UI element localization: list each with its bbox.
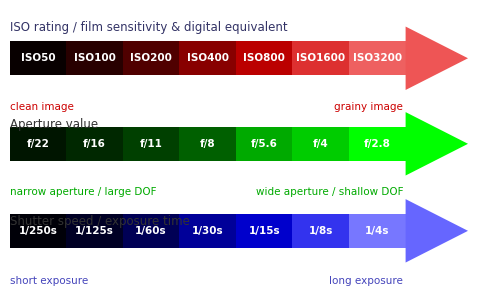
Text: Shutter speed / exposure time: Shutter speed / exposure time (10, 215, 190, 228)
Bar (180, 214, 236, 248)
Text: grainy image: grainy image (335, 102, 403, 112)
Bar (123, 214, 180, 248)
Text: f/4: f/4 (313, 139, 329, 149)
Text: ISO3200: ISO3200 (353, 53, 402, 63)
Text: 1/8s: 1/8s (309, 226, 333, 236)
Text: 1/125s: 1/125s (75, 226, 114, 236)
Text: f/22: f/22 (26, 139, 49, 149)
Text: ISO100: ISO100 (73, 53, 115, 63)
Bar (180, 127, 236, 161)
Bar (66, 127, 123, 161)
Bar (180, 41, 236, 75)
Text: ISO200: ISO200 (130, 53, 172, 63)
Text: narrow aperture / large DOF: narrow aperture / large DOF (10, 187, 156, 197)
Text: long exposure: long exposure (329, 276, 403, 286)
Text: 1/250s: 1/250s (18, 226, 57, 236)
Bar (123, 41, 180, 75)
Text: ISO1600: ISO1600 (296, 53, 345, 63)
Bar (292, 214, 349, 248)
Bar (349, 41, 406, 75)
Text: f/2.8: f/2.8 (364, 139, 391, 149)
Text: wide aperture / shallow DOF: wide aperture / shallow DOF (256, 187, 403, 197)
Bar (10, 41, 66, 75)
Text: 1/60s: 1/60s (135, 226, 167, 236)
Text: f/16: f/16 (83, 139, 106, 149)
Text: 1/15s: 1/15s (248, 226, 280, 236)
Text: 1/4s: 1/4s (365, 226, 390, 236)
Text: clean image: clean image (10, 102, 73, 112)
Text: ISO rating / film sensitivity & digital equivalent: ISO rating / film sensitivity & digital … (10, 21, 287, 34)
Polygon shape (406, 199, 468, 263)
Text: f/11: f/11 (140, 139, 162, 149)
Bar (10, 127, 66, 161)
Text: ISO800: ISO800 (243, 53, 285, 63)
Polygon shape (406, 112, 468, 176)
Bar (10, 214, 66, 248)
Bar (349, 127, 406, 161)
Bar (236, 127, 292, 161)
Text: f/8: f/8 (200, 139, 216, 149)
Text: ISO400: ISO400 (187, 53, 228, 63)
Bar (349, 214, 406, 248)
Bar (123, 127, 180, 161)
Bar (236, 214, 292, 248)
Text: 1/30s: 1/30s (192, 226, 223, 236)
Bar (66, 41, 123, 75)
Polygon shape (406, 27, 468, 90)
Bar (292, 127, 349, 161)
Text: short exposure: short exposure (10, 276, 88, 286)
Bar (66, 214, 123, 248)
Text: f/5.6: f/5.6 (251, 139, 277, 149)
Bar (292, 41, 349, 75)
Text: ISO50: ISO50 (21, 53, 55, 63)
Bar (236, 41, 292, 75)
Text: Aperture value: Aperture value (10, 118, 98, 131)
